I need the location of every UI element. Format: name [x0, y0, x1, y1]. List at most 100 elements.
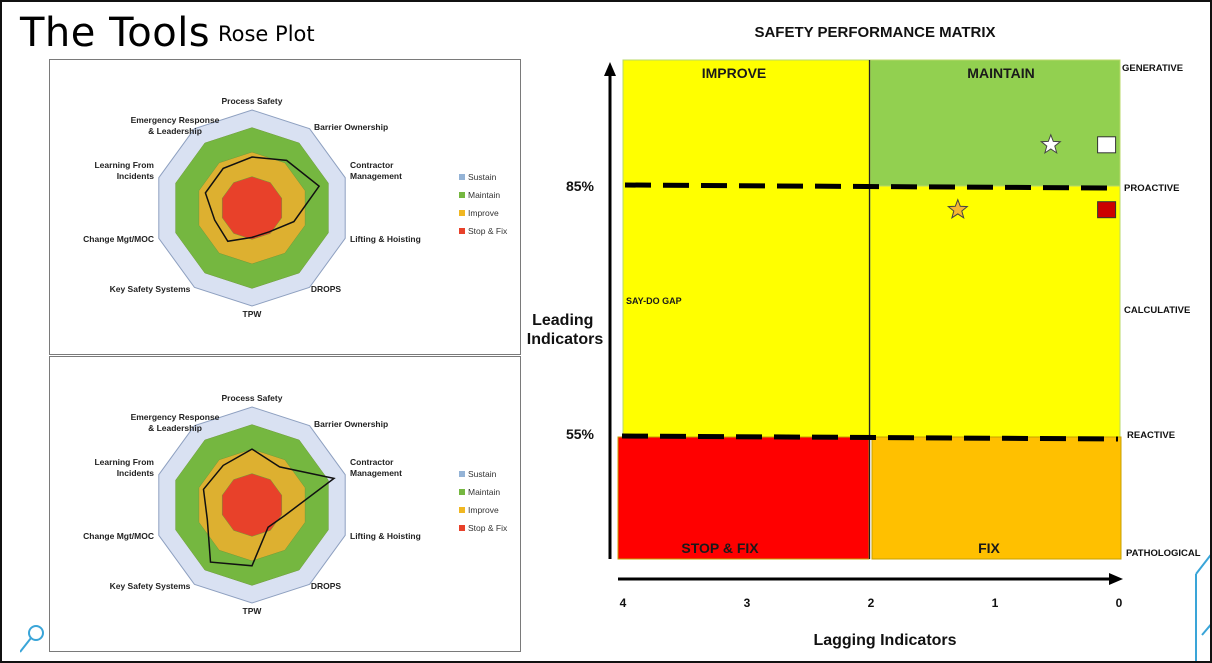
matrix-title: SAFETY PERFORMANCE MATRIX: [754, 24, 995, 41]
rose-plot-panel-top: Process Safety Barrier Ownership Contracto…: [49, 59, 521, 355]
score-polygon-0: [202, 448, 336, 567]
legend-swatch-maintain: [459, 489, 465, 495]
threshold-55-dashed-line: [621, 433, 1119, 442]
y-axis-label-line-1: Leading: [532, 312, 593, 329]
rose-axis-label-line: Management: [350, 171, 402, 181]
rose-plot-top: Process Safety Barrier Ownership Contracto…: [83, 96, 508, 319]
legend-label-improve: Improve: [468, 208, 499, 218]
y-axis-label: Leading Indicators: [527, 312, 604, 348]
rose-axis-label: DROPS: [311, 284, 342, 294]
legend-label-maintain: Maintain: [468, 190, 500, 200]
x-tick-label: 1: [992, 596, 999, 610]
rose-axis-label-line: Key Safety Systems: [110, 581, 191, 591]
quadrant-label-improve: IMPROVE: [702, 65, 767, 81]
rose-axis-label-line: Incidents: [117, 468, 155, 478]
legend-swatch-improve: [459, 210, 465, 216]
rose-axis-label-line: Key Safety Systems: [110, 284, 191, 294]
rose-plot-panel-bottom: Process Safety Barrier Ownership Contracto…: [49, 356, 521, 652]
score-polygon-0: [204, 156, 321, 243]
rose-axis-label-line: Contractor: [350, 457, 394, 467]
rose-axis-label-line: Contractor: [350, 160, 394, 170]
legend-label-stop-fix: Stop & Fix: [468, 523, 508, 533]
rose-axis-label: Key Safety Systems: [110, 284, 191, 294]
x-axis-label: Lagging Indicators: [813, 632, 956, 649]
y-axis-label-line-2: Indicators: [527, 331, 604, 348]
x-tick-label: 0: [1116, 596, 1123, 610]
rose-axis-label-line: Lifting & Hoisting: [350, 234, 421, 244]
rose-axis-label-line: TPW: [243, 606, 263, 616]
quadrant-fix-region: [871, 436, 1122, 560]
rose-axis-label-line: TPW: [243, 309, 263, 319]
x-axis-arrowhead: [1109, 573, 1123, 585]
rose-axis-label: TPW: [243, 309, 263, 319]
quadrant-label-say-do-gap: SAY-DO GAP: [626, 296, 682, 306]
level-label-reactive: REACTIVE: [1127, 430, 1175, 441]
rose-axis-label-line: DROPS: [311, 581, 342, 591]
safety-performance-matrix: SAFETY PERFORMANCE MATRIX IMPROVE MAINTA…: [527, 24, 1201, 649]
rose-axis-label: Process Safety: [222, 96, 283, 106]
square-marker: [1097, 201, 1117, 219]
trace-line: [20, 637, 32, 653]
level-label-generative: GENERATIVE: [1122, 63, 1183, 74]
rose-axis-label-line: Barrier Ownership: [314, 419, 388, 429]
star-marker: [946, 198, 969, 219]
rose-axis-label: Contractor Management: [350, 160, 402, 181]
rose-axis-label: DROPS: [311, 581, 342, 591]
rose-axis-label-line: Incidents: [117, 171, 155, 181]
level-label-pathological: PATHOLOGICAL: [1126, 548, 1201, 559]
threshold-85-dashed-line: [624, 182, 1109, 191]
trace-line: [1195, 554, 1210, 575]
rose-axis-label: TPW: [243, 606, 263, 616]
matrix-points: [946, 133, 1117, 219]
legend-swatch-stop-fix: [459, 525, 465, 531]
rose-axis-label-line: Emergency Response: [131, 412, 220, 422]
rose-axis-label: Lifting & Hoisting: [350, 531, 421, 541]
rose-axis-label-line: Process Safety: [222, 393, 283, 403]
y-axis-arrowhead: [604, 62, 616, 76]
slide-subtitle: Rose Plot: [218, 22, 315, 46]
legend-label-stop-fix: Stop & Fix: [468, 226, 508, 236]
legend-label-improve: Improve: [468, 505, 499, 515]
rose-axis-label-line: Management: [350, 468, 402, 478]
rose-axis-label-line: Emergency Response: [131, 115, 220, 125]
legend-label-sustain: Sustain: [468, 172, 497, 182]
circuit-decoration-left: [20, 625, 44, 653]
rose-axis-label: Emergency Response & Leadership: [131, 115, 220, 136]
quadrant-label-maintain: MAINTAIN: [967, 65, 1034, 81]
rose-axis-label: Learning From Incidents: [94, 457, 154, 478]
slide-title: The Tools: [20, 10, 211, 56]
rose-axis-label-line: Change Mgt/MOC: [83, 531, 154, 541]
rose-axis-label-line: Lifting & Hoisting: [350, 531, 421, 541]
x-tick-label: 2: [868, 596, 875, 610]
x-tick-label: 3: [744, 596, 751, 610]
legend-swatch-maintain: [459, 192, 465, 198]
rose-axis-label: Emergency Response & Leadership: [131, 412, 220, 433]
quadrant-label-fix: FIX: [978, 540, 1000, 556]
rose-axis-label-line: Learning From: [94, 160, 154, 170]
rose-axis-label-line: & Leadership: [148, 423, 202, 433]
rose-axis-label-line: Change Mgt/MOC: [83, 234, 154, 244]
legend-label-sustain: Sustain: [468, 469, 497, 479]
x-tick-label: 4: [620, 596, 627, 610]
rose-axis-label-line: Process Safety: [222, 96, 283, 106]
level-label-proactive: PROACTIVE: [1124, 183, 1179, 194]
star-marker: [1039, 133, 1062, 155]
rose-axis-label: Process Safety: [222, 393, 283, 403]
quadrant-say-do-region: [869, 185, 1121, 438]
rose-axis-label: Contractor Management: [350, 457, 402, 478]
trace-line: [1201, 623, 1210, 636]
rose-axis-label-line: & Leadership: [148, 126, 202, 136]
quadrant-label-stop-fix: STOP & FIX: [681, 540, 759, 556]
square-marker: [1097, 136, 1117, 154]
x-axis-ticks: 4 3 2 1 0: [620, 596, 1123, 610]
legend-label-maintain: Maintain: [468, 487, 500, 497]
quadrant-stop-fix-region: [617, 436, 870, 560]
rose-axis-label: Lifting & Hoisting: [350, 234, 421, 244]
level-label-calculative: CALCULATIVE: [1124, 305, 1190, 316]
rose-axis-label: Barrier Ownership: [314, 419, 388, 429]
rose-axis-label: Key Safety Systems: [110, 581, 191, 591]
rose-axis-label-line: Barrier Ownership: [314, 122, 388, 132]
rose-axis-label: Change Mgt/MOC: [83, 531, 154, 541]
quadrant-improve-region: [622, 59, 871, 438]
